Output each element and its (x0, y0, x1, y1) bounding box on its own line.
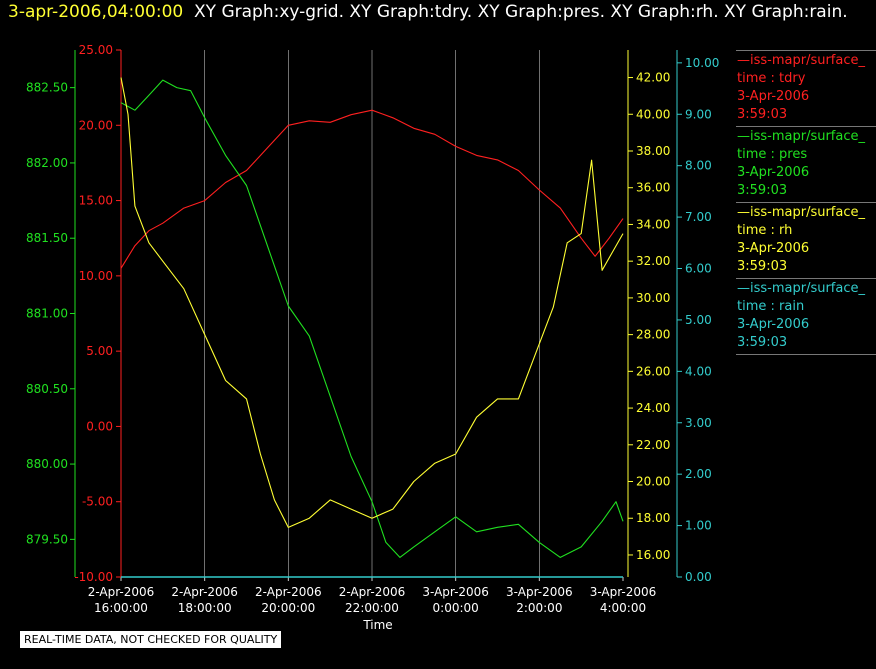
legend-field: time : rain (737, 299, 805, 314)
x-tick-date: 2-Apr-2006 (88, 585, 155, 599)
x-tick-date: 3-Apr-2006 (590, 585, 657, 599)
x-tick-time: 22:00:00 (345, 601, 399, 615)
rain-tick-label: 2.00 (685, 467, 712, 481)
legend-date: 3-Apr-2006 (737, 317, 810, 332)
title-bar: 3-apr-2006,04:00:00 XY Graph:xy-grid. XY… (8, 2, 848, 22)
pres-tick-label: 882.00 (26, 156, 68, 170)
tdry-tick-label: 15.00 (79, 194, 113, 208)
pres-tick-label: 882.50 (26, 81, 68, 95)
rh-tick-label: 16.00 (636, 548, 670, 562)
legend-field: time : tdry (737, 71, 806, 86)
x-tick-date: 2-Apr-2006 (255, 585, 322, 599)
rh-tick-label: 32.00 (636, 254, 670, 268)
rh-tick-label: 30.00 (636, 291, 670, 305)
legend-time: 3:59:03 (737, 107, 788, 122)
axes (70, 49, 682, 581)
legend-time: 3:59:03 (737, 335, 788, 350)
graph-list: XY Graph:xy-grid. XY Graph:tdry. XY Grap… (194, 2, 848, 22)
legend-field: time : pres (737, 147, 808, 162)
legend-source: —iss-mapr/surface_ (737, 129, 866, 144)
rain-tick-label: 9.00 (685, 107, 712, 121)
rh-series (120, 77, 624, 528)
legend-entry-pres: —iss-mapr/surface_time : pres 3-Apr-2006 3… (736, 126, 876, 202)
x-tick-date: 3-Apr-2006 (506, 585, 573, 599)
rain-tick-label: 3.00 (685, 416, 712, 430)
rain-tick-label: 6.00 (685, 262, 712, 276)
pres-series (120, 79, 624, 558)
tdry-tick-label: -5.00 (82, 495, 113, 509)
x-tick-date: 3-Apr-2006 (422, 585, 489, 599)
rh-tick-label: 38.00 (636, 144, 670, 158)
rain-tick-label: 10.00 (685, 56, 719, 70)
legend-source: —iss-mapr/surface_ (737, 281, 866, 296)
legend-entry-rain: —iss-mapr/surface_time : rain 3-Apr-2006 3… (736, 278, 876, 355)
grid-lines (204, 50, 540, 577)
rain-tick-label: 8.00 (685, 159, 712, 173)
tdry-tick-label: 0.00 (86, 419, 113, 433)
legend: —iss-mapr/surface_ time : tdry 3-Apr-2006 3… (736, 50, 876, 355)
x-tick-time: 18:00:00 (178, 601, 232, 615)
tdry-series (120, 109, 624, 269)
tdry-tick-label: 25.00 (79, 43, 113, 57)
x-tick-date: 2-Apr-2006 (339, 585, 406, 599)
pres-tick-label: 881.50 (26, 231, 68, 245)
rain-tick-label: 5.00 (685, 313, 712, 327)
pres-tick-label: 881.00 (26, 307, 68, 321)
legend-time: 3:59:03 (737, 183, 788, 198)
rh-tick-label: 22.00 (636, 438, 670, 452)
rh-tick-label: 42.00 (636, 71, 670, 85)
tick-labels: 2-Apr-2006 16:00:00 2-Apr-2006 18:00:00 2-Ap… (26, 43, 719, 632)
tdry-tick-label: -10.00 (74, 570, 113, 584)
legend-entry-tdry: —iss-mapr/surface_time : tdry 3-Apr-2006 3… (736, 50, 876, 126)
rain-tick-label: 1.00 (685, 519, 712, 533)
rain-tick-label: 7.00 (685, 210, 712, 224)
x-tick-time: 2:00:00 (516, 601, 562, 615)
quality-warning: REAL-TIME DATA, NOT CHECKED FOR QUALITY (20, 631, 282, 648)
timestamp: 3-apr-2006,04:00:00 (8, 2, 184, 22)
rain-tick-label: 0.00 (685, 570, 712, 584)
x-tick-time: 16:00:00 (94, 601, 148, 615)
legend-date: 3-Apr-2006 (737, 165, 810, 180)
rh-tick-label: 18.00 (636, 511, 670, 525)
pres-tick-label: 880.00 (26, 457, 68, 471)
x-tick-date: 2-Apr-2006 (171, 585, 238, 599)
rh-tick-label: 24.00 (636, 401, 670, 415)
x-axis-label: Time (362, 618, 392, 632)
pres-tick-label: 879.50 (26, 532, 68, 546)
legend-date: 3-Apr-2006 (737, 89, 810, 104)
legend-field: time : rh (737, 223, 793, 238)
tdry-tick-label: 5.00 (86, 344, 113, 358)
rh-tick-label: 34.00 (636, 217, 670, 231)
tdry-tick-label: 10.00 (79, 269, 113, 283)
x-tick-time: 0:00:00 (433, 601, 479, 615)
series-lines (120, 77, 624, 578)
tdry-tick-label: 20.00 (79, 118, 113, 132)
rh-tick-label: 28.00 (636, 328, 670, 342)
rain-tick-label: 4.00 (685, 364, 712, 378)
legend-source: —iss-mapr/surface_ (737, 205, 866, 220)
rh-tick-label: 20.00 (636, 475, 670, 489)
x-tick-time: 20:00:00 (261, 601, 315, 615)
rh-tick-label: 40.00 (636, 107, 670, 121)
rh-tick-label: 36.00 (636, 181, 670, 195)
x-tick-time: 4:00:00 (600, 601, 646, 615)
legend-entry-rh: —iss-mapr/surface_time : rh 3-Apr-2006 3:5… (736, 202, 876, 278)
rh-tick-label: 26.00 (636, 364, 670, 378)
legend-date: 3-Apr-2006 (737, 241, 810, 256)
pres-tick-label: 880.50 (26, 382, 68, 396)
legend-time: 3:59:03 (737, 259, 788, 274)
legend-source: —iss-mapr/surface_ (737, 53, 866, 68)
